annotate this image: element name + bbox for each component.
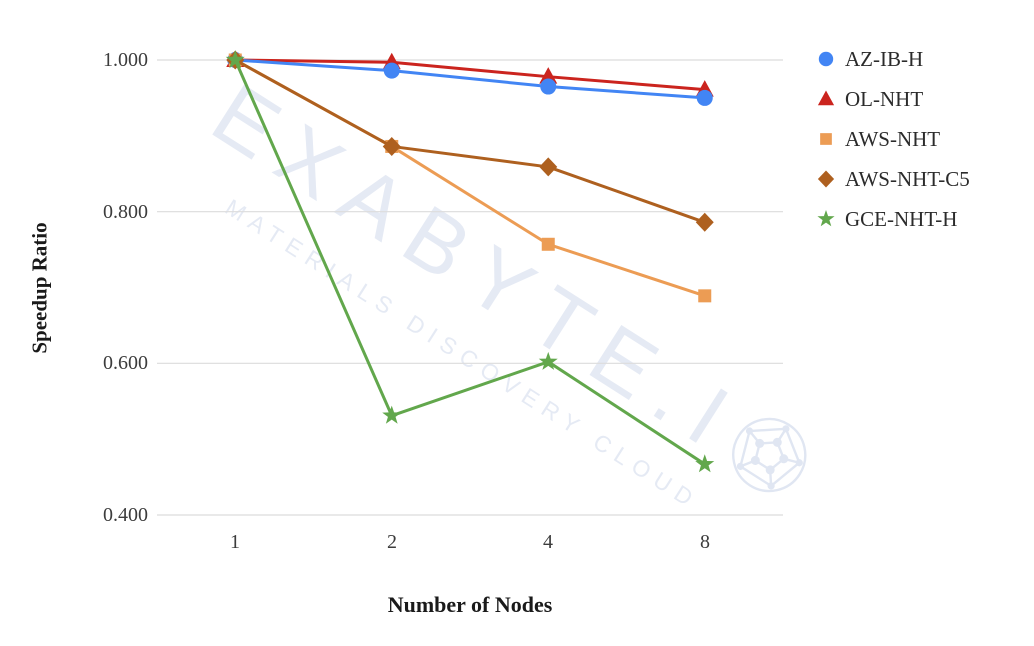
y-tick-label: 0.400 — [103, 504, 148, 526]
y-tick-label: 0.600 — [103, 352, 148, 374]
legend-label: AZ-IB-H — [845, 46, 924, 71]
legend-item-aws-nht-c5: AWS-NHT-C5 — [816, 159, 970, 199]
circle-marker-icon — [818, 51, 834, 67]
x-tick-label: 8 — [700, 531, 710, 553]
legend-item-gce-nht-h: GCE-NHT-H — [816, 199, 970, 239]
x-axis-title: Number of Nodes — [387, 592, 553, 617]
legend-item-ol-nht: OL-NHT — [816, 79, 970, 119]
square-marker-icon — [820, 133, 832, 145]
legend-label: OL-NHT — [845, 86, 924, 111]
legend-label: GCE-NHT-H — [845, 206, 958, 231]
triangle-marker-icon — [817, 90, 835, 106]
star-marker-icon — [817, 210, 835, 227]
x-tick-label: 4 — [543, 531, 553, 553]
legend: AZ-IB-H OL-NHT AWS-NHT AWS-NHT-C5 GCE-NH… — [816, 39, 970, 239]
y-tick-label: 1.000 — [103, 49, 148, 71]
legend-label: AWS-NHT — [845, 126, 941, 151]
legend-label: AWS-NHT-C5 — [845, 166, 970, 191]
diamond-marker-icon — [817, 170, 835, 188]
x-tick-label: 1 — [230, 531, 240, 553]
x-tick-label: 2 — [387, 531, 397, 553]
legend-item-az-ib-h: AZ-IB-H — [816, 39, 970, 79]
y-axis-title: Speedup Ratio — [27, 222, 52, 354]
y-tick-label: 0.800 — [103, 201, 148, 223]
legend-item-aws-nht: AWS-NHT — [816, 119, 970, 159]
